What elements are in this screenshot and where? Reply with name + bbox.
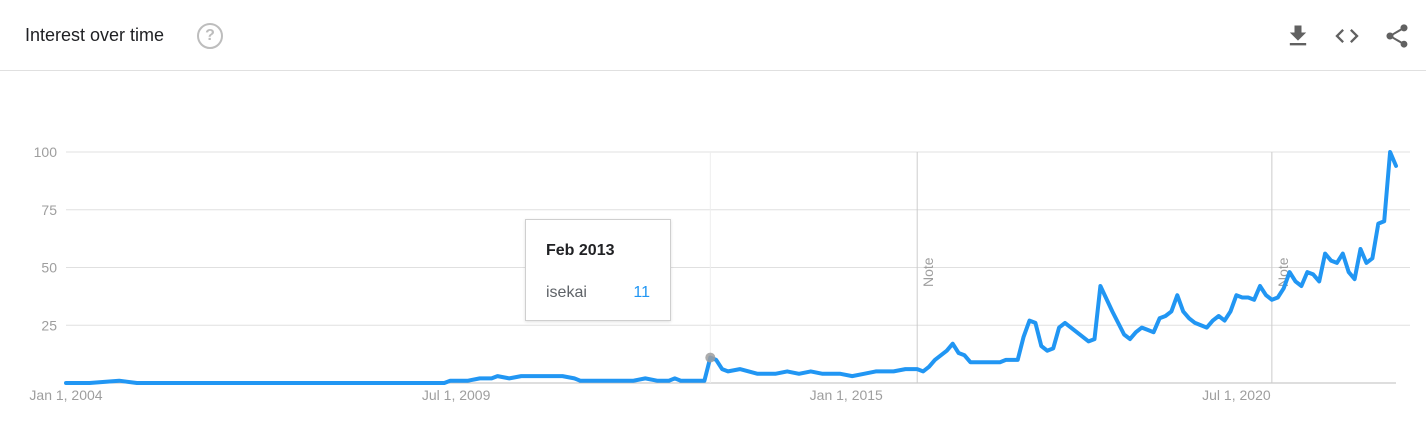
y-tick-label: 100	[34, 144, 58, 160]
x-tick-label: Jul 1, 2009	[422, 387, 491, 403]
highlight-point[interactable]	[705, 353, 715, 363]
data-tooltip: Feb 2013 isekai 11	[525, 219, 671, 321]
x-tick-label: Jan 1, 2004	[29, 387, 102, 403]
tooltip-date: Feb 2013	[546, 242, 614, 260]
y-tick-label: 50	[41, 260, 57, 276]
x-tick-label: Jan 1, 2015	[810, 387, 883, 403]
tooltip-term: isekai	[546, 284, 587, 302]
tooltip-value: 11	[633, 284, 650, 302]
x-tick-label: Jul 1, 2020	[1202, 387, 1271, 403]
y-tick-label: 25	[41, 317, 57, 333]
note-label[interactable]: Note	[920, 257, 936, 287]
y-tick-label: 75	[41, 202, 57, 218]
grid-lines	[66, 152, 1410, 383]
